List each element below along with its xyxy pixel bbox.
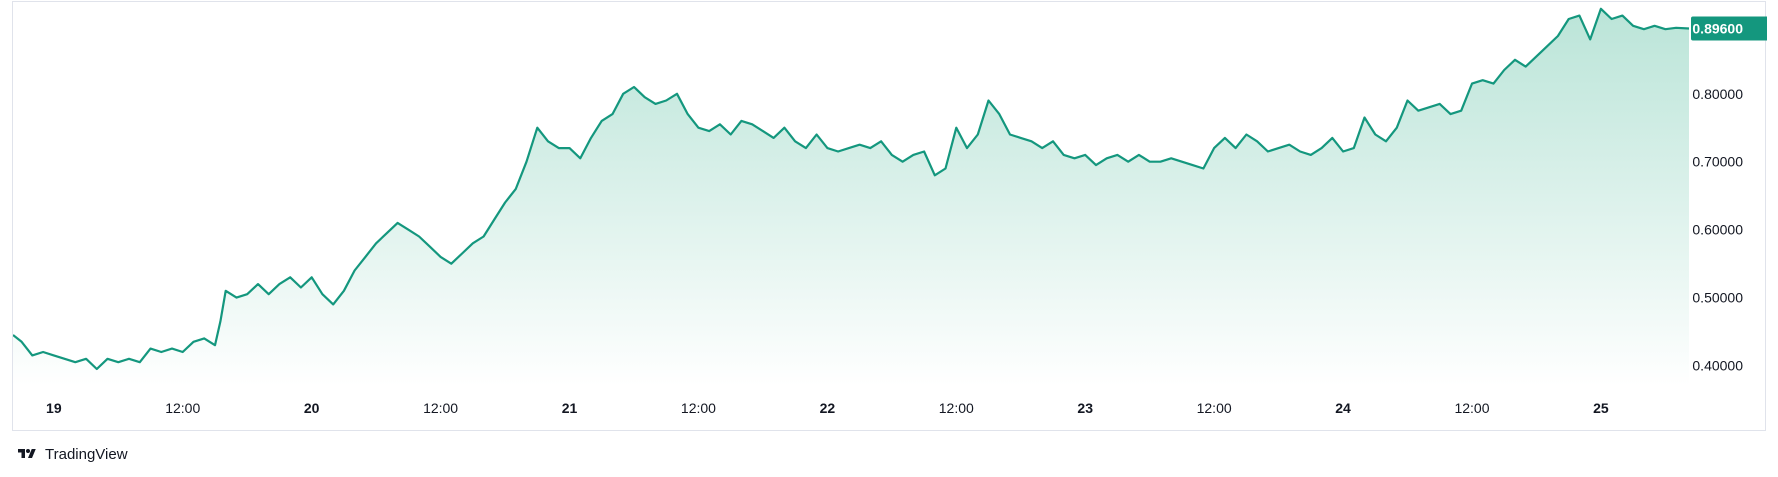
price-area-fill <box>13 8 1689 387</box>
y-tick-label: 0.40000 <box>1692 358 1743 374</box>
y-tick-label: 0.60000 <box>1692 222 1743 238</box>
price-chart[interactable]: 0.40000 0.50000 0.60000 0.70000 0.80000 0.896… <box>13 2 1767 432</box>
x-tick-time-label: 12:00 <box>423 400 458 416</box>
x-tick-day-label: 21 <box>562 400 578 416</box>
x-tick-day-label: 24 <box>1335 400 1351 416</box>
x-tick-day-label: 20 <box>304 400 320 416</box>
y-tick-label: 0.80000 <box>1692 86 1743 102</box>
x-tick-time-label: 12:00 <box>1197 400 1232 416</box>
tradingview-logo-icon <box>18 449 36 458</box>
x-tick-day-label: 19 <box>46 400 62 416</box>
brand-name: TradingView <box>45 445 128 463</box>
x-tick-day-label: 23 <box>1077 400 1093 416</box>
chart-frame: 0.40000 0.50000 0.60000 0.70000 0.80000 0.896… <box>12 1 1767 432</box>
last-price-badge <box>1691 16 1767 41</box>
x-tick-time-label: 12:00 <box>681 400 716 416</box>
price-axis[interactable]: 0.40000 0.50000 0.60000 0.70000 0.80000 0.896… <box>1691 16 1767 374</box>
x-tick-time-label: 12:00 <box>939 400 974 416</box>
x-tick-time-label: 12:00 <box>1454 400 1489 416</box>
price-line <box>13 7 1690 371</box>
y-tick-label: 0.70000 <box>1692 154 1743 170</box>
tradingview-brand[interactable]: TradingView <box>13 444 128 464</box>
y-tick-label: 0.50000 <box>1692 290 1743 306</box>
time-axis[interactable]: 19 12:00 20 12:00 21 12:00 22 12:00 23 12:00 24 12:… <box>46 400 1609 416</box>
plot-area <box>13 7 1690 387</box>
last-price-label: 0.89600 <box>1692 21 1743 37</box>
x-tick-time-label: 12:00 <box>165 400 200 416</box>
x-tick-day-label: 25 <box>1593 400 1609 416</box>
x-tick-day-label: 22 <box>820 400 836 416</box>
